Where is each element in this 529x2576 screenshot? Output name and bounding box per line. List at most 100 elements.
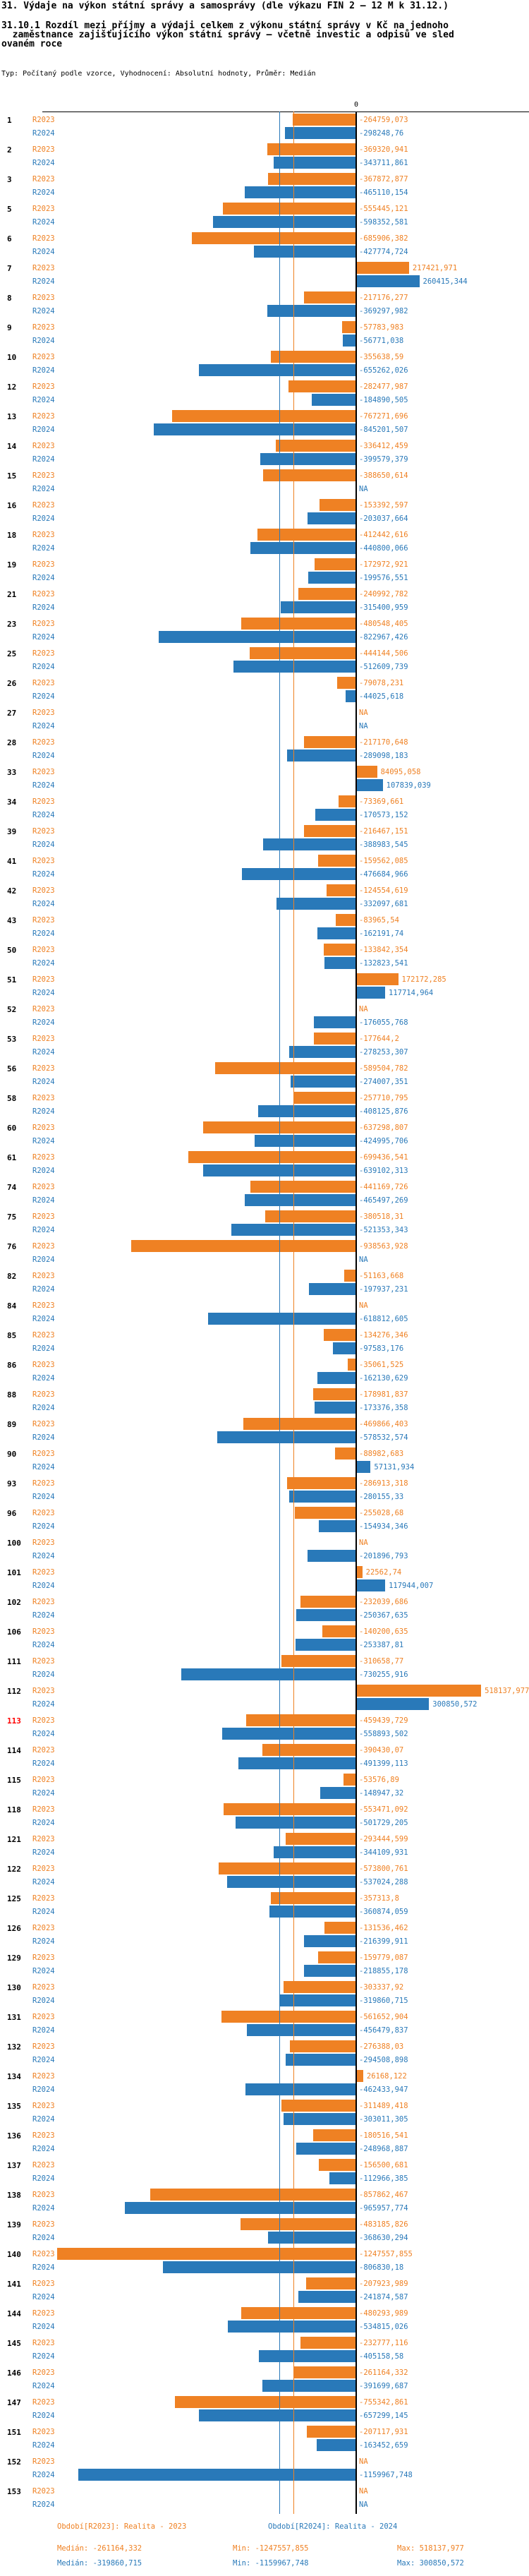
value-label-r2023: -156500,681 [359, 2161, 408, 2169]
series-label-r2023: R2023 [32, 1894, 55, 1903]
series-label-r2023: R2023 [32, 353, 55, 361]
value-label-r2024: -56771,038 [359, 337, 404, 345]
row-id-label: 90 [7, 1450, 17, 1459]
row-id-label: 5 [7, 205, 12, 214]
value-bar-r2023 [288, 380, 356, 392]
series-label-r2023: R2023 [32, 620, 55, 628]
series-label-r2024: R2024 [32, 2234, 55, 2242]
row-id-label: 144 [7, 2309, 21, 2318]
series-label-r2024: R2024 [32, 1196, 55, 1205]
row-id-label: 26 [7, 679, 17, 688]
row-id-label: 137 [7, 2161, 21, 2170]
row-id-label: 126 [7, 1924, 21, 1933]
value-bar-r2023 [241, 2307, 356, 2319]
value-bar-r2024 [159, 631, 356, 643]
value-bar-r2023 [357, 973, 399, 985]
value-label-r2024: -248968,887 [359, 2145, 408, 2153]
value-label-r2024: -203037,664 [359, 514, 408, 523]
value-label-r2023: -293444,599 [359, 1835, 408, 1843]
value-bar-r2023 [214, 1062, 356, 1074]
value-label-r2024: -162191,74 [359, 929, 404, 938]
series-label-r2024: R2024 [32, 1522, 55, 1531]
series-label-r2024: R2024 [32, 959, 55, 968]
value-bar-r2024 [253, 246, 356, 258]
series-label-r2023: R2023 [32, 2250, 55, 2258]
row-id-label: 58 [7, 1094, 17, 1103]
series-label-r2024: R2024 [32, 1285, 55, 1294]
na-label-r2023: NA [359, 2487, 368, 2496]
series-label-r2023: R2023 [32, 531, 55, 539]
row-id-label: 52 [7, 1005, 17, 1014]
value-bar-r2024 [236, 1817, 356, 1829]
series-label-r2023: R2023 [32, 649, 55, 658]
value-label-r2024: -274007,351 [359, 1078, 408, 1086]
value-label-r2024: 300850,572 [432, 1700, 478, 1709]
series-label-r2023: R2023 [32, 1272, 55, 1280]
value-label-r2023: -217170,648 [359, 738, 408, 747]
stat-min-r2023: Min: -1247557,855 [233, 2544, 309, 2553]
value-bar-r2023 [188, 1151, 356, 1163]
stat-max-r2023: Max: 518137,977 [397, 2544, 464, 2553]
series-label-r2023: R2023 [32, 2131, 55, 2140]
row-id-label: 19 [7, 560, 17, 570]
value-bar-r2023 [221, 2011, 356, 2023]
series-label-r2023: R2023 [32, 2339, 55, 2347]
value-label-r2023: -561652,904 [359, 2013, 408, 2021]
series-label-r2023: R2023 [32, 2309, 55, 2318]
row-id-label: 8 [7, 294, 12, 303]
value-label-r2023: -767271,696 [359, 412, 408, 421]
value-bar-r2024 [308, 572, 356, 584]
value-label-r2023: -35061,525 [359, 1361, 404, 1369]
value-bar-r2024 [227, 1876, 356, 1888]
series-label-r2024: R2024 [32, 663, 55, 671]
row-id-label: 96 [7, 1509, 17, 1518]
value-label-r2024: -163452,659 [359, 2441, 408, 2450]
median-line-r2023 [293, 112, 294, 2514]
value-bar-r2024 [246, 2024, 356, 2036]
value-bar-r2024 [153, 423, 356, 435]
series-label-r2023: R2023 [32, 1183, 55, 1191]
series-label-r2023: R2023 [32, 1064, 55, 1073]
value-bar-r2023 [130, 1240, 356, 1252]
series-label-r2024: R2024 [32, 989, 55, 997]
row-id-label: 122 [7, 1865, 21, 1874]
value-bar-r2024 [285, 2054, 356, 2066]
value-bar-r2023 [243, 1418, 356, 1430]
value-bar-r2023 [319, 499, 356, 511]
value-bar-r2024 [283, 2113, 356, 2125]
row-id-label: 18 [7, 531, 17, 540]
series-label-r2023: R2023 [32, 590, 55, 598]
value-bar-r2023 [306, 2426, 356, 2438]
value-label-r2023: -133842,354 [359, 946, 408, 954]
row-id-label: 41 [7, 857, 17, 866]
value-label-r2024: -369297,982 [359, 307, 408, 315]
series-label-r2024: R2024 [32, 1018, 55, 1027]
value-label-r2023: -483185,826 [359, 2220, 408, 2229]
series-label-r2023: R2023 [32, 1805, 55, 1814]
value-label-r2023: -79078,231 [359, 679, 404, 687]
value-label-r2023: -240992,782 [359, 590, 408, 598]
value-bar-r2024 [267, 305, 356, 317]
series-label-r2023: R2023 [32, 383, 55, 391]
value-bar-r2023 [348, 1359, 356, 1371]
row-id-label: 93 [7, 1479, 17, 1488]
value-label-r2023: -699436,541 [359, 1153, 408, 1162]
value-label-r2024: -1159967,748 [359, 2471, 413, 2479]
value-bar-r2023 [286, 1833, 356, 1845]
value-label-r2023: -441169,726 [359, 1183, 408, 1191]
value-bar-r2023 [218, 1862, 356, 1874]
row-id-label: 10 [7, 353, 17, 362]
value-label-r2024: -534815,026 [359, 2323, 408, 2331]
value-label-r2024: -303011,305 [359, 2115, 408, 2124]
series-label-r2023: R2023 [32, 827, 55, 836]
value-label-r2023: -480293,989 [359, 2309, 408, 2318]
value-bar-r2023 [293, 2366, 356, 2378]
value-label-r2023: -459439,729 [359, 1716, 408, 1725]
series-label-r2023: R2023 [32, 2191, 55, 2199]
series-label-r2023: R2023 [32, 2072, 55, 2081]
series-label-r2023: R2023 [32, 1716, 55, 1725]
value-bar-r2023 [337, 677, 356, 689]
value-label-r2024: -184890,505 [359, 396, 408, 404]
value-bar-r2024 [124, 2202, 356, 2214]
